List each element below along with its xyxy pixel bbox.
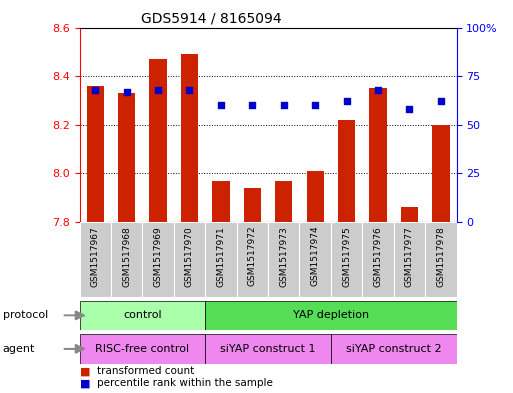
Text: YAP depletion: YAP depletion — [293, 310, 369, 320]
Text: GSM1517972: GSM1517972 — [248, 226, 257, 286]
Point — [248, 102, 256, 108]
Point — [311, 102, 319, 108]
Text: ■: ■ — [80, 366, 90, 376]
Bar — [118, 93, 135, 222]
Point — [154, 86, 162, 93]
Text: GSM1517969: GSM1517969 — [153, 226, 163, 286]
Text: GSM1517977: GSM1517977 — [405, 226, 414, 286]
Bar — [149, 59, 167, 222]
Bar — [432, 125, 449, 222]
Text: GSM1517976: GSM1517976 — [373, 226, 383, 286]
Bar — [143, 222, 174, 297]
Bar — [275, 181, 292, 222]
Bar — [369, 88, 387, 222]
Point — [374, 86, 382, 93]
Text: GSM1517974: GSM1517974 — [311, 226, 320, 286]
Bar — [244, 188, 261, 222]
Point — [123, 88, 131, 95]
Bar — [401, 208, 418, 222]
Bar — [393, 222, 425, 297]
Text: ■: ■ — [80, 378, 90, 388]
Bar — [425, 222, 457, 297]
Text: GSM1517967: GSM1517967 — [91, 226, 100, 286]
Text: protocol: protocol — [3, 310, 48, 320]
Bar — [80, 334, 205, 364]
Bar — [111, 222, 143, 297]
Text: siYAP construct 1: siYAP construct 1 — [220, 344, 316, 354]
Text: GSM1517975: GSM1517975 — [342, 226, 351, 286]
Bar — [205, 222, 236, 297]
Bar — [205, 334, 331, 364]
Bar — [331, 334, 457, 364]
Point — [280, 102, 288, 108]
Text: transformed count: transformed count — [97, 366, 195, 376]
Bar — [300, 222, 331, 297]
Bar — [174, 222, 205, 297]
Text: percentile rank within the sample: percentile rank within the sample — [97, 378, 273, 388]
Text: control: control — [123, 310, 162, 320]
Text: GSM1517970: GSM1517970 — [185, 226, 194, 286]
Text: GDS5914 / 8165094: GDS5914 / 8165094 — [141, 12, 282, 26]
Bar — [362, 222, 393, 297]
Point — [437, 98, 445, 105]
Bar — [205, 301, 457, 330]
Bar — [80, 301, 205, 330]
Bar — [181, 54, 198, 222]
Bar — [338, 120, 355, 222]
Text: siYAP construct 2: siYAP construct 2 — [346, 344, 442, 354]
Bar — [236, 222, 268, 297]
Text: RISC-free control: RISC-free control — [95, 344, 189, 354]
Bar — [212, 181, 229, 222]
Point — [343, 98, 351, 105]
Text: GSM1517978: GSM1517978 — [437, 226, 445, 286]
Text: GSM1517973: GSM1517973 — [279, 226, 288, 286]
Bar — [80, 222, 111, 297]
Point — [217, 102, 225, 108]
Bar — [307, 171, 324, 222]
Point — [91, 86, 100, 93]
Point — [405, 106, 413, 112]
Bar — [268, 222, 300, 297]
Point — [185, 86, 193, 93]
Text: GSM1517971: GSM1517971 — [216, 226, 225, 286]
Bar — [331, 222, 362, 297]
Bar — [87, 86, 104, 222]
Text: agent: agent — [3, 344, 35, 354]
Text: GSM1517968: GSM1517968 — [122, 226, 131, 286]
